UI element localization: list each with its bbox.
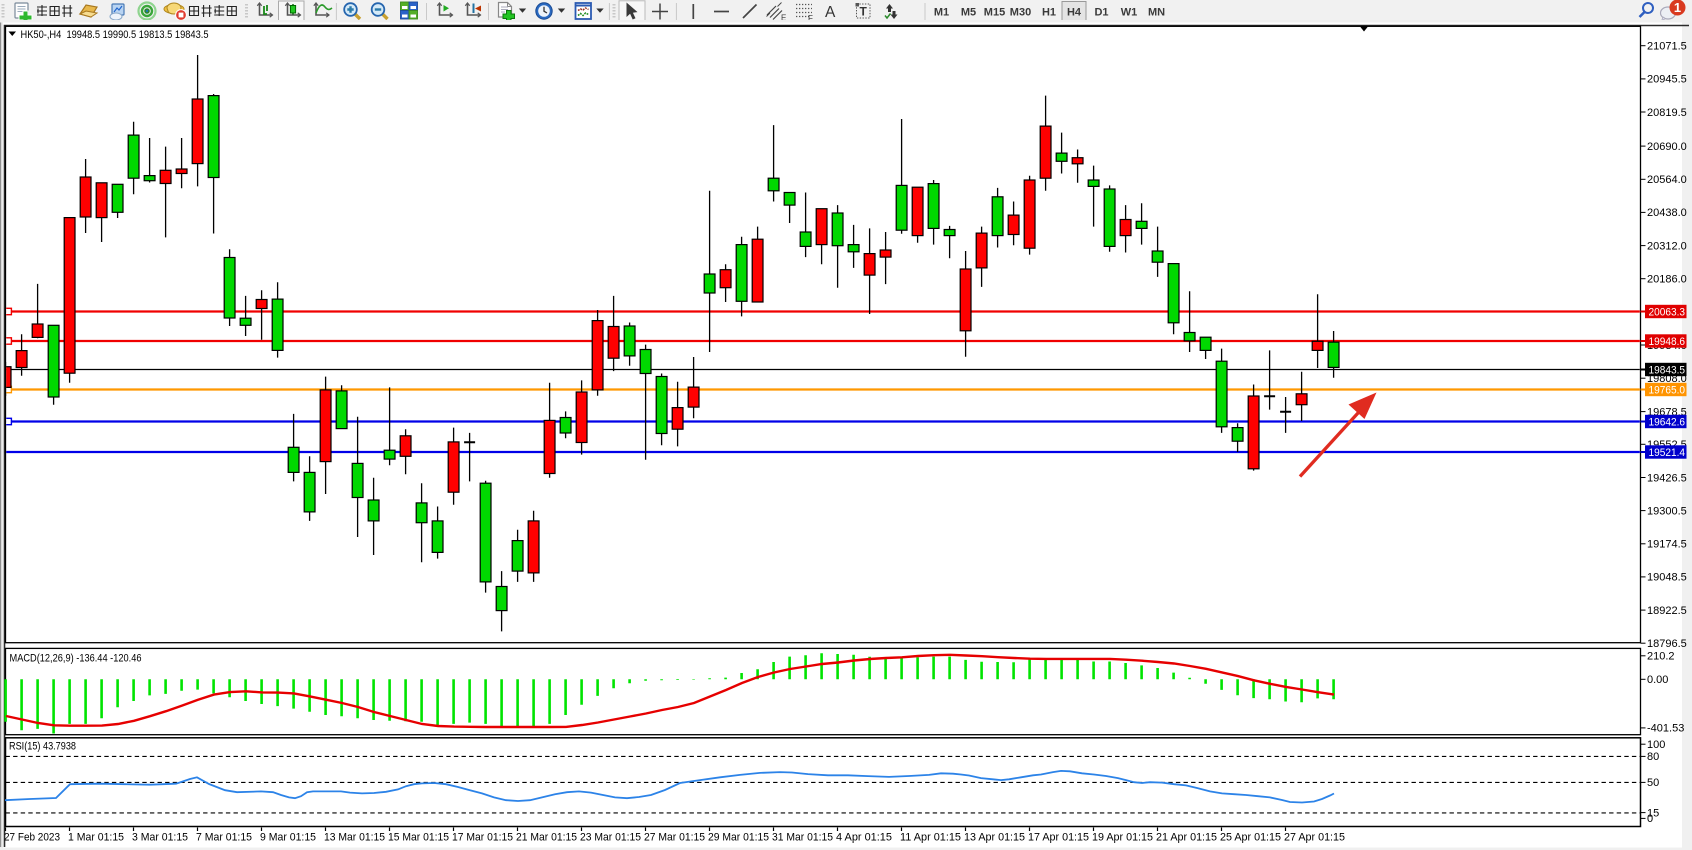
svg-text:19 Apr 01:15: 19 Apr 01:15 bbox=[1092, 832, 1153, 844]
svg-text:27 Apr 01:15: 27 Apr 01:15 bbox=[1284, 832, 1345, 844]
svg-text:80: 80 bbox=[1647, 751, 1659, 763]
svg-text:0.00: 0.00 bbox=[1647, 674, 1668, 686]
svg-text:H1: H1 bbox=[1042, 7, 1056, 19]
svg-text:M30: M30 bbox=[1010, 7, 1031, 19]
svg-text:H4: H4 bbox=[1067, 7, 1082, 19]
svg-text:19048.5: 19048.5 bbox=[1647, 572, 1687, 584]
svg-text:19174.5: 19174.5 bbox=[1647, 539, 1687, 551]
svg-text:27 Feb 2023: 27 Feb 2023 bbox=[4, 832, 60, 844]
svg-text:E: E bbox=[781, 14, 786, 23]
svg-text:15: 15 bbox=[1647, 807, 1659, 819]
svg-text:50: 50 bbox=[1647, 777, 1659, 789]
svg-text:4 Apr 01:15: 4 Apr 01:15 bbox=[836, 832, 892, 844]
svg-text:17 Mar 01:15: 17 Mar 01:15 bbox=[452, 832, 513, 844]
svg-text:0: 0 bbox=[1647, 813, 1653, 825]
svg-text:21 Mar 01:15: 21 Mar 01:15 bbox=[516, 832, 577, 844]
svg-text:M1: M1 bbox=[934, 7, 949, 19]
svg-text:7 Mar 01:15: 7 Mar 01:15 bbox=[196, 832, 252, 844]
svg-text:M5: M5 bbox=[961, 7, 976, 19]
svg-text:21071.5: 21071.5 bbox=[1647, 41, 1687, 53]
svg-text:19948.6: 19948.6 bbox=[1649, 336, 1686, 348]
svg-text:9 Mar 01:15: 9 Mar 01:15 bbox=[260, 832, 316, 844]
svg-text:31 Mar 01:15: 31 Mar 01:15 bbox=[772, 832, 833, 844]
svg-text:23 Mar 01:15: 23 Mar 01:15 bbox=[580, 832, 641, 844]
svg-text:15 Mar 01:15: 15 Mar 01:15 bbox=[388, 832, 449, 844]
svg-text:D1: D1 bbox=[1094, 7, 1108, 19]
svg-text:20819.5: 20819.5 bbox=[1647, 107, 1687, 119]
svg-text:A: A bbox=[825, 4, 836, 21]
svg-text:3 Mar 01:15: 3 Mar 01:15 bbox=[132, 832, 188, 844]
svg-text:17 Apr 01:15: 17 Apr 01:15 bbox=[1028, 832, 1089, 844]
svg-text:19426.5: 19426.5 bbox=[1647, 472, 1687, 484]
svg-text:20063.3: 20063.3 bbox=[1649, 307, 1686, 319]
svg-text:20564.0: 20564.0 bbox=[1647, 174, 1687, 186]
svg-text:19300.5: 19300.5 bbox=[1647, 505, 1687, 517]
svg-text:20438.0: 20438.0 bbox=[1647, 207, 1687, 219]
svg-text:19642.6: 19642.6 bbox=[1649, 417, 1686, 429]
svg-text:F: F bbox=[808, 14, 813, 23]
svg-text:21 Apr 01:15: 21 Apr 01:15 bbox=[1156, 832, 1217, 844]
svg-text:210.2: 210.2 bbox=[1647, 651, 1675, 663]
svg-text:HK50-,H4 19948.5 19990.5 1981: HK50-,H4 19948.5 19990.5 19813.5 19843.5 bbox=[21, 29, 209, 41]
svg-text:W1: W1 bbox=[1121, 7, 1138, 19]
svg-text:18922.5: 18922.5 bbox=[1647, 605, 1687, 617]
svg-text:11 Apr 01:15: 11 Apr 01:15 bbox=[900, 832, 961, 844]
svg-text:13 Mar 01:15: 13 Mar 01:15 bbox=[324, 832, 385, 844]
svg-text:18796.5: 18796.5 bbox=[1647, 638, 1687, 650]
svg-text:29 Mar 01:15: 29 Mar 01:15 bbox=[708, 832, 769, 844]
svg-text:-401.53: -401.53 bbox=[1647, 723, 1684, 735]
svg-text:1 Mar 01:15: 1 Mar 01:15 bbox=[68, 832, 124, 844]
svg-text:20945.5: 20945.5 bbox=[1647, 74, 1687, 86]
svg-text:27 Mar 01:15: 27 Mar 01:15 bbox=[644, 832, 705, 844]
svg-text:25 Apr 01:15: 25 Apr 01:15 bbox=[1220, 832, 1281, 844]
svg-text:20186.0: 20186.0 bbox=[1647, 274, 1687, 286]
svg-text:T: T bbox=[860, 5, 868, 19]
svg-text:20690.0: 20690.0 bbox=[1647, 141, 1687, 153]
svg-text:1: 1 bbox=[1674, 0, 1681, 15]
svg-text:19521.4: 19521.4 bbox=[1649, 447, 1686, 459]
svg-text:MN: MN bbox=[1148, 7, 1165, 19]
svg-text:M15: M15 bbox=[984, 7, 1005, 19]
svg-text:19765.0: 19765.0 bbox=[1649, 385, 1686, 397]
svg-text:19843.5: 19843.5 bbox=[1649, 365, 1686, 377]
svg-text:100: 100 bbox=[1647, 739, 1665, 751]
svg-text:RSI(15) 43.7938: RSI(15) 43.7938 bbox=[9, 741, 76, 753]
svg-text:13 Apr 01:15: 13 Apr 01:15 bbox=[964, 832, 1025, 844]
svg-text:20312.0: 20312.0 bbox=[1647, 240, 1687, 252]
svg-text:MACD(12,26,9) -136.44 -120.46: MACD(12,26,9) -136.44 -120.46 bbox=[10, 653, 142, 665]
